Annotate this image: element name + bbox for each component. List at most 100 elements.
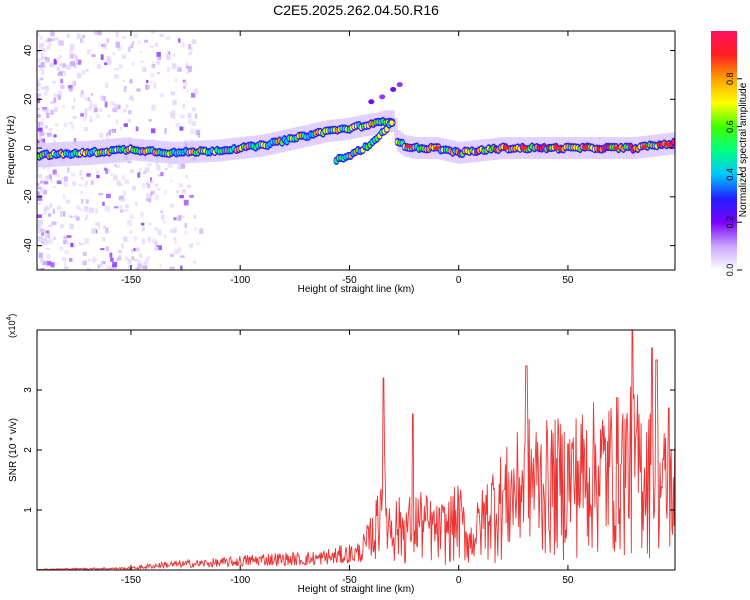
noise-speck [114, 67, 119, 71]
noise-speck [91, 93, 94, 96]
noise-speck [97, 225, 101, 229]
noise-speck [97, 31, 102, 36]
noise-speck [39, 35, 44, 40]
noise-speck [73, 54, 78, 59]
noise-speck [112, 107, 118, 113]
noise-speck [147, 163, 152, 167]
noise-speck [43, 239, 49, 245]
snr-multiplier-label: (x104) [6, 314, 17, 338]
noise-speck [48, 174, 53, 180]
noise-speck [182, 79, 186, 83]
noise-speck [180, 114, 185, 119]
noise-speck [42, 244, 45, 247]
noise-speck [123, 79, 126, 83]
noise-speck [183, 139, 189, 143]
noise-speck [83, 127, 88, 132]
noise-speck [139, 51, 142, 54]
snr-x-axis-label: Height of straight line (km) [298, 584, 415, 595]
noise-speck [88, 259, 91, 262]
noise-speck [185, 65, 190, 69]
noise-speck [62, 211, 66, 217]
noise-speck [73, 215, 78, 219]
noise-speck [52, 80, 56, 84]
ridge-blob [671, 139, 675, 145]
colorbar-tick-label: 0.2 [725, 216, 735, 229]
noise-speck [189, 194, 194, 198]
noise-speck [169, 228, 175, 234]
noise-speck [124, 203, 130, 208]
noise-speck [53, 236, 56, 240]
noise-speck [100, 54, 104, 60]
snr-y-axis-label: SNR (10 * v/v) [8, 418, 19, 482]
noise-speck [149, 45, 154, 48]
noise-speck [79, 208, 84, 211]
noise-speck [158, 164, 161, 171]
noise-speck [171, 110, 176, 115]
noise-speck [179, 195, 184, 199]
noise-speck [72, 80, 77, 86]
noise-speck [48, 224, 53, 227]
noise-speck [141, 182, 146, 189]
noise-speck [37, 245, 41, 248]
noise-speck [59, 63, 63, 67]
noise-speck [37, 97, 41, 104]
noise-speck [89, 105, 93, 109]
noise-speck [60, 84, 65, 89]
noise-speck [154, 42, 159, 47]
noise-speck [146, 79, 149, 84]
noise-speck [45, 247, 51, 251]
noise-speck [38, 239, 43, 243]
noise-speck [187, 66, 192, 72]
noise-speck [144, 39, 148, 43]
noise-speck [125, 256, 128, 261]
noise-speck [102, 201, 105, 206]
noise-speck [47, 38, 52, 42]
noise-speck [44, 39, 49, 43]
noise-speck [46, 260, 52, 266]
noise-speck [41, 118, 46, 121]
x-tick-label: 0 [456, 575, 462, 586]
noise-speck [37, 186, 42, 190]
snr-marks [37, 330, 675, 570]
noise-speck [87, 106, 92, 111]
noise-speck [82, 251, 87, 257]
ridge-hotspot [433, 146, 440, 151]
noise-speck [135, 247, 140, 252]
noise-speck [120, 198, 126, 202]
noise-speck [89, 100, 93, 106]
noise-speck [41, 42, 45, 47]
noise-speck [186, 71, 190, 74]
noise-speck [182, 81, 188, 85]
y-tick-label: 2 [23, 447, 34, 453]
noise-speck [40, 62, 46, 69]
noise-speck [110, 257, 114, 262]
noise-speck [157, 245, 162, 251]
noise-speck [39, 131, 44, 136]
noise-speck [83, 116, 86, 122]
noise-speck [130, 248, 134, 254]
noise-speck [170, 91, 176, 96]
noise-speck [157, 229, 162, 236]
x-tick-label: -100 [230, 575, 250, 586]
ridge-halo [393, 118, 398, 141]
noise-speck [137, 172, 141, 178]
noise-speck [109, 252, 113, 258]
noise-speck [97, 264, 101, 269]
noise-speck [143, 261, 147, 266]
noise-speck [59, 246, 64, 251]
noise-speck [54, 37, 60, 41]
noise-speck [62, 63, 67, 69]
noise-speck [37, 166, 39, 173]
noise-speck [147, 255, 150, 261]
noise-speck [37, 182, 40, 186]
noise-speck [99, 132, 104, 139]
noise-speck [84, 183, 87, 188]
noise-speck [84, 97, 88, 101]
noise-speck [112, 261, 118, 268]
noise-speck [77, 59, 82, 65]
noise-speck [63, 122, 68, 128]
noise-speck [137, 259, 142, 264]
spectrogram-y-ticks: -40 -20 0 20 40 [23, 45, 675, 253]
noise-speck [102, 237, 106, 242]
x-tick-label: 50 [562, 575, 574, 586]
